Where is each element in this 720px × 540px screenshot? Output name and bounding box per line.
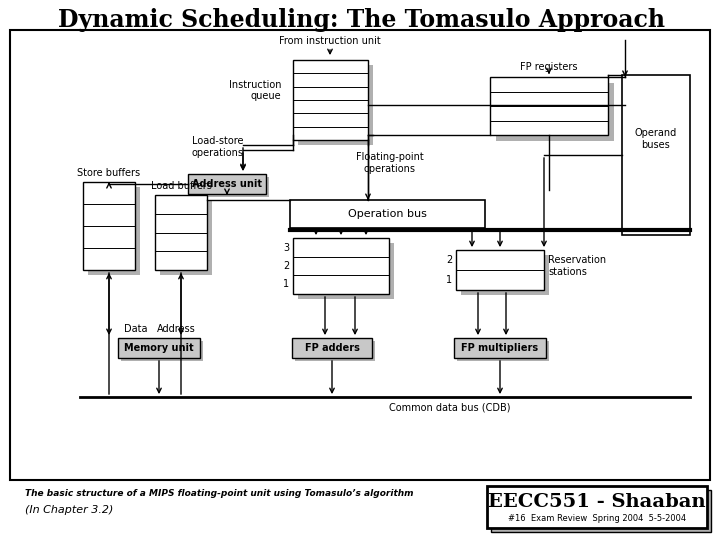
Text: Load-store
operations: Load-store operations: [192, 136, 244, 158]
Bar: [292, 338, 372, 358]
Text: Operand
buses: Operand buses: [635, 128, 677, 150]
Bar: [290, 200, 485, 228]
Text: FP multipliers: FP multipliers: [462, 343, 539, 353]
Bar: [160, 200, 212, 275]
Bar: [295, 341, 375, 361]
Text: Floating-point
operations: Floating-point operations: [356, 152, 424, 174]
Bar: [293, 60, 368, 140]
Bar: [496, 83, 614, 141]
Bar: [83, 182, 135, 270]
Text: FP registers: FP registers: [521, 62, 577, 72]
Text: Address: Address: [157, 324, 195, 334]
Bar: [88, 187, 140, 275]
Bar: [10, 30, 710, 480]
Bar: [461, 255, 549, 295]
Bar: [191, 177, 269, 197]
Text: Dynamic Scheduling: The Tomasulo Approach: Dynamic Scheduling: The Tomasulo Approac…: [58, 8, 665, 32]
Bar: [155, 195, 207, 270]
Text: 2: 2: [283, 261, 289, 271]
Text: Memory unit: Memory unit: [124, 343, 194, 353]
Text: Reservation
stations: Reservation stations: [548, 255, 606, 277]
Bar: [454, 338, 546, 358]
Text: EECC551 - Shaaban: EECC551 - Shaaban: [488, 493, 706, 511]
Bar: [622, 75, 690, 235]
Bar: [487, 486, 707, 528]
Text: Instruction
queue: Instruction queue: [228, 79, 281, 101]
Bar: [490, 77, 608, 135]
Text: FP adders: FP adders: [305, 343, 359, 353]
Text: #16  Exam Review  Spring 2004  5-5-2004: #16 Exam Review Spring 2004 5-5-2004: [508, 514, 686, 523]
Text: (In Chapter 3.2): (In Chapter 3.2): [25, 505, 113, 515]
Text: The basic structure of a MIPS floating-point unit using Tomasulo’s algorithm: The basic structure of a MIPS floating-p…: [25, 489, 413, 497]
Text: 1: 1: [446, 275, 452, 285]
Text: Load buffers: Load buffers: [150, 181, 212, 191]
Bar: [298, 65, 373, 145]
Text: 2: 2: [446, 255, 452, 265]
Text: 3: 3: [283, 242, 289, 253]
Text: Common data bus (CDB): Common data bus (CDB): [390, 402, 510, 412]
Bar: [298, 243, 394, 299]
Bar: [456, 250, 544, 290]
Bar: [491, 490, 711, 532]
Bar: [457, 341, 549, 361]
Bar: [188, 174, 266, 194]
Text: Operation bus: Operation bus: [348, 209, 427, 219]
Bar: [118, 338, 200, 358]
Text: Data: Data: [125, 324, 148, 334]
Text: Address unit: Address unit: [192, 179, 262, 189]
Bar: [293, 238, 389, 294]
Text: From instruction unit: From instruction unit: [279, 36, 381, 46]
Text: 1: 1: [283, 280, 289, 289]
Bar: [121, 341, 203, 361]
Text: Store buffers: Store buffers: [78, 168, 140, 178]
